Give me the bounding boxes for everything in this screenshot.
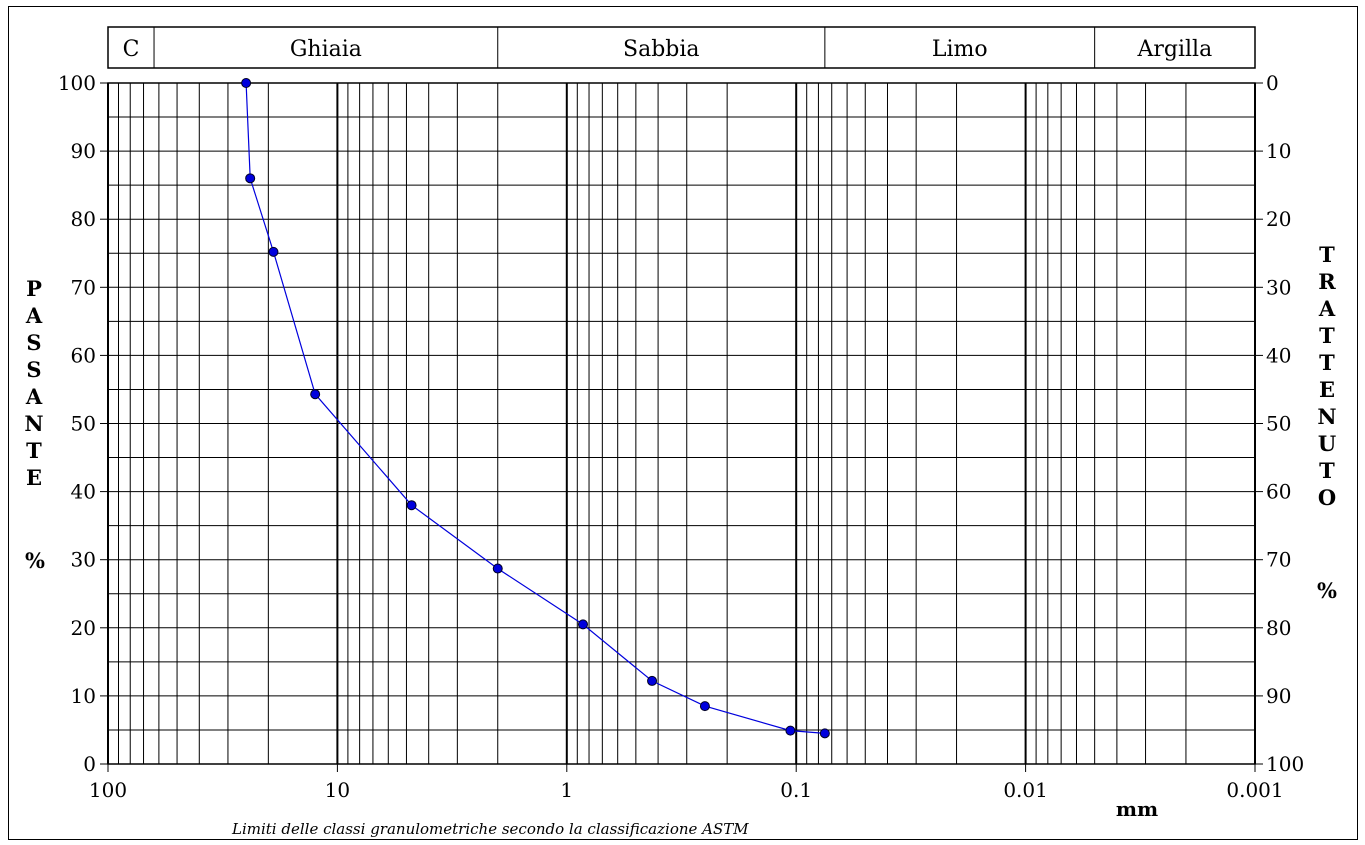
- y-tick-label-right: 60: [1266, 480, 1291, 504]
- grid: [107, 82, 1256, 765]
- y-tick-label-right: 80: [1266, 616, 1291, 640]
- y-tick-label-right: 70: [1266, 548, 1291, 572]
- y-axis-title-left-letter: S: [26, 330, 41, 355]
- class-band-frame: [107, 26, 1256, 69]
- series-line: [245, 82, 825, 734]
- class-label: Limo: [932, 37, 988, 62]
- class-label: Ghiaia: [290, 37, 362, 62]
- data-point: [268, 246, 279, 257]
- y-tick-label-left: 50: [71, 412, 96, 436]
- y-tick-label-right: 30: [1266, 275, 1291, 299]
- y-tick-label-right: 20: [1266, 207, 1291, 231]
- y-axis-title-left-letter: A: [25, 384, 43, 409]
- x-tick-label: 100: [89, 778, 127, 802]
- class-label: C: [123, 37, 140, 62]
- x-tick-label: 1: [560, 778, 573, 802]
- y-axis-title-right-letter: U: [1318, 431, 1336, 456]
- class-band: C Ghiaia Sabbia Limo Argilla: [107, 26, 1256, 69]
- data-point: [245, 173, 256, 184]
- data-series: [241, 78, 830, 739]
- footnote: Limiti delle classi granulometriche seco…: [231, 820, 749, 838]
- x-tick-label: 0.01: [1003, 778, 1048, 802]
- x-tick-label: 0.001: [1226, 778, 1283, 802]
- y-tick-label-right: 90: [1266, 684, 1291, 708]
- y-tick-label-right: 50: [1266, 412, 1291, 436]
- y-tick-label-left: 70: [71, 275, 96, 299]
- y-axis-unit-right: %: [1317, 578, 1337, 603]
- y-axis-title-right-letter: T: [1319, 350, 1335, 375]
- y-axis-title-right-letter: T: [1319, 242, 1335, 267]
- y-axis-unit-left: %: [25, 548, 45, 573]
- y-tick-label-left: 100: [58, 71, 96, 95]
- y-tick-label-left: 10: [71, 684, 96, 708]
- data-point: [647, 675, 658, 686]
- x-tick-label: 10: [325, 778, 350, 802]
- y-tick-label-left: 60: [71, 343, 96, 367]
- y-tick-label-right: 100: [1266, 752, 1304, 776]
- y-tick-label-left: 80: [71, 207, 96, 231]
- x-axis-title: mm: [1116, 797, 1158, 821]
- data-point: [241, 78, 252, 88]
- data-point: [819, 728, 830, 739]
- data-point: [492, 563, 503, 574]
- y-axis-title-left-letter: E: [26, 465, 42, 490]
- y-axis-title-right-letter: T: [1319, 323, 1335, 348]
- y-axis-title-right-letter: A: [1318, 296, 1336, 321]
- y-tick-label-left: 0: [83, 752, 96, 776]
- y-tick-label-left: 40: [71, 480, 96, 504]
- class-label: Argilla: [1136, 37, 1212, 62]
- data-point: [785, 725, 796, 736]
- y-tick-label-left: 90: [71, 139, 96, 163]
- x-tick-label: 0.1: [780, 778, 812, 802]
- y-tick-label-right: 10: [1266, 139, 1291, 163]
- axes: [100, 82, 1263, 772]
- y-axis-title-left-letter: A: [25, 303, 43, 328]
- y-axis-title-left-letter: S: [26, 357, 41, 382]
- y-axis-title-right-letter: E: [1319, 377, 1335, 402]
- y-axis-title-right-letter: R: [1318, 269, 1336, 294]
- y-axis-title-left-letter: N: [24, 411, 43, 436]
- y-tick-label-left: 20: [71, 616, 96, 640]
- data-point: [406, 500, 417, 511]
- class-label: Sabbia: [623, 37, 700, 62]
- y-axis-title-left-letter: T: [26, 438, 42, 463]
- data-point: [699, 701, 710, 712]
- y-tick-label-right: 40: [1266, 343, 1291, 367]
- y-tick-label-right: 0: [1266, 71, 1279, 95]
- y-axis-title-right-letter: N: [1317, 404, 1336, 429]
- y-axis-title-right-letter: T: [1319, 458, 1335, 483]
- data-point: [310, 389, 321, 400]
- axis-labels: 0102030405060708090100100908070605040302…: [24, 71, 1337, 838]
- data-point: [577, 619, 588, 630]
- y-tick-label-left: 30: [71, 548, 96, 572]
- y-axis-title-left-letter: P: [26, 276, 42, 301]
- chart-frame: [8, 6, 1358, 840]
- y-axis-title-right-letter: O: [1318, 485, 1336, 510]
